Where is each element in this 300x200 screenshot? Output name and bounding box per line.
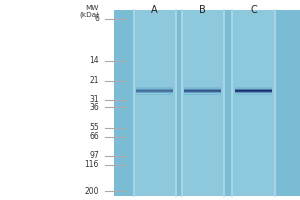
Text: 36: 36 <box>89 103 99 112</box>
Bar <box>136 94 173 95</box>
Bar <box>136 88 173 89</box>
Bar <box>235 94 272 95</box>
Bar <box>235 87 272 88</box>
Bar <box>184 88 221 89</box>
Text: C: C <box>250 5 257 15</box>
Bar <box>184 89 221 90</box>
Bar <box>184 94 221 95</box>
Text: B: B <box>199 5 206 15</box>
Text: 6: 6 <box>94 14 99 23</box>
Bar <box>136 91 173 92</box>
Bar <box>134 10 176 196</box>
Text: 31: 31 <box>89 95 99 104</box>
Bar <box>136 87 173 88</box>
Bar <box>136 90 173 91</box>
Bar <box>114 10 300 196</box>
Text: 97: 97 <box>89 151 99 160</box>
Text: 21: 21 <box>89 76 99 85</box>
Text: 116: 116 <box>85 160 99 169</box>
Bar <box>235 90 272 91</box>
Bar <box>235 89 272 90</box>
Bar <box>182 10 224 196</box>
Text: 55: 55 <box>89 123 99 132</box>
Bar <box>232 10 274 196</box>
Text: MW
(kDa): MW (kDa) <box>79 5 99 19</box>
Bar <box>184 92 221 93</box>
Bar <box>184 90 221 91</box>
Bar <box>184 91 221 92</box>
Text: 66: 66 <box>89 132 99 141</box>
Bar <box>184 87 221 88</box>
Bar <box>235 88 272 89</box>
Text: 14: 14 <box>89 56 99 65</box>
Bar <box>235 92 272 93</box>
Bar <box>136 92 173 93</box>
Text: A: A <box>151 5 158 15</box>
Text: 200: 200 <box>85 187 99 196</box>
Bar <box>136 89 173 90</box>
Bar <box>235 91 272 92</box>
